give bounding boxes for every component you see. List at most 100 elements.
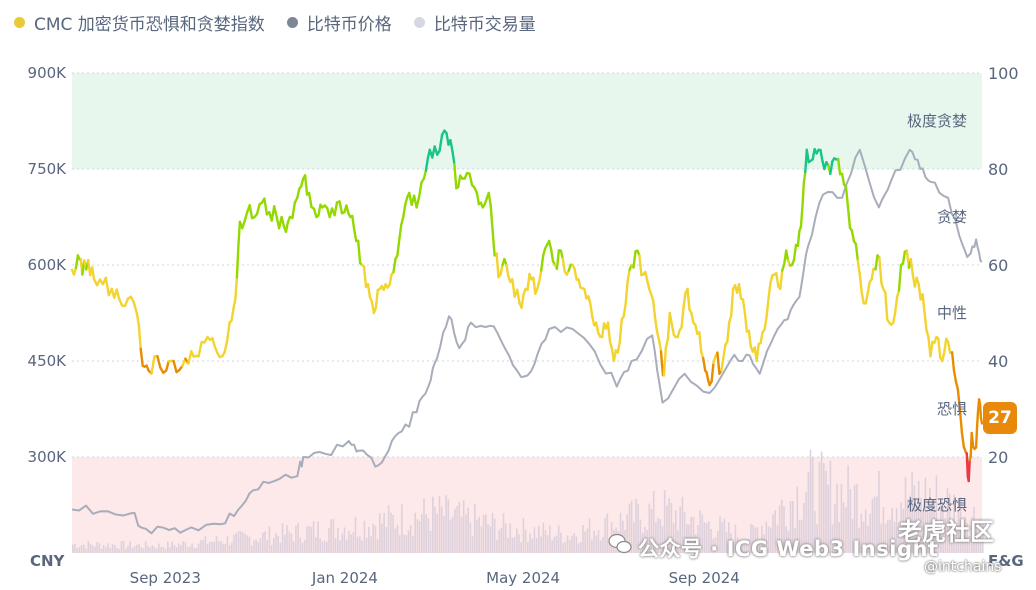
volume-bar-232 (584, 531, 586, 553)
volume-bar-168 (443, 516, 445, 553)
volume-bar-314 (765, 521, 768, 553)
volume-bar-275 (679, 506, 681, 553)
fg-segment-148-2 (978, 402, 983, 420)
volume-bar-176 (460, 516, 463, 553)
volume-bar-398 (951, 521, 953, 553)
volume-bar-46 (173, 545, 176, 553)
fg-segment-102-1 (720, 357, 725, 372)
volume-bar-97 (286, 525, 288, 553)
volume-bar-151 (405, 535, 408, 553)
volume-bar-315 (767, 526, 770, 553)
fg-segment-34-1 (307, 191, 313, 209)
volume-bar-81 (250, 545, 253, 553)
fg-segment-78-1 (583, 287, 588, 300)
fg-segment-82-2 (608, 340, 614, 350)
volume-bar-202 (518, 534, 520, 553)
volume-bar-242 (606, 513, 609, 553)
fg-segment-91-1 (659, 350, 664, 366)
fg-segment-38-2 (338, 200, 344, 215)
volume-bar-368 (884, 523, 887, 553)
volume-bar-45 (171, 541, 173, 553)
volume-bar-318 (774, 510, 776, 553)
fg-segment-82-1 (606, 321, 612, 343)
volume-bar-383 (917, 480, 920, 553)
volume-bar-50 (182, 541, 184, 553)
volume-bar-134 (368, 527, 370, 553)
volume-bar-409 (975, 524, 977, 553)
fg-segment-142-1 (952, 369, 958, 383)
volume-bar-338 (818, 462, 821, 553)
volume-bar-67 (220, 541, 222, 553)
fg-segment-51-1 (415, 196, 421, 209)
volume-bar-210 (535, 537, 538, 553)
legend-item-fg[interactable]: CMC 加密货币恐惧和贪婪指数 (14, 10, 265, 35)
fg-segment-69-2 (532, 276, 537, 295)
fg-segment-124-3 (850, 229, 856, 243)
volume-bar-158 (421, 514, 423, 553)
volume-bar-165 (436, 513, 438, 553)
volume-bar-209 (533, 527, 536, 553)
fg-segment-8-1 (117, 297, 124, 307)
fg-segment-23-1 (234, 276, 239, 300)
volume-bar-281 (692, 517, 695, 553)
volume-bar-321 (781, 499, 783, 553)
fg-segment-62-3 (491, 228, 496, 257)
volume-bar-248 (619, 512, 622, 553)
volume-bar-154 (412, 536, 414, 553)
volume-bar-215 (546, 535, 549, 553)
fg-segment-83-1 (612, 349, 617, 363)
volume-bar-266 (659, 519, 662, 553)
fg-segment-116-2 (802, 170, 807, 185)
fg-segment-79-1 (589, 302, 594, 318)
volume-bar-333 (807, 472, 810, 553)
legend-item-volume[interactable]: 比特币交易量 (413, 10, 536, 35)
left-tick-label-1: 750K (28, 160, 68, 178)
fg-segment-99-2 (705, 371, 710, 382)
volume-bar-76 (239, 531, 242, 553)
volume-bar-105 (303, 539, 306, 553)
volume-bar-355 (856, 483, 858, 553)
fg-segment-30-2 (284, 220, 290, 233)
fg-segment-70-2 (538, 269, 543, 283)
volume-bar-226 (571, 535, 573, 553)
volume-bar-77 (242, 532, 244, 553)
volume-bar-390 (933, 499, 935, 553)
volume-bar-353 (851, 518, 854, 553)
volume-bar-406 (968, 536, 971, 553)
volume-bar-13 (100, 548, 103, 553)
fg-segment-89-3 (651, 299, 657, 319)
fg-segment-19-3 (211, 337, 217, 348)
volume-bar-196 (504, 523, 507, 553)
volume-bar-277 (683, 512, 686, 553)
volume-bar-147 (396, 524, 399, 553)
fg-segment-92-1 (662, 346, 668, 377)
fg-segment-72-2 (549, 247, 555, 263)
volume-bar-256 (637, 503, 639, 553)
watermark-main: 公众号 · ICG Web3 Insight (638, 537, 939, 561)
volume-bar-328 (796, 486, 799, 553)
fg-segment-29-3 (280, 215, 286, 228)
volume-bar-367 (882, 507, 885, 553)
fg-segment-10-2 (137, 323, 142, 350)
volume-bar-71 (228, 545, 231, 553)
fg-segment-21-2 (223, 339, 229, 354)
fg-segment-129-2 (878, 256, 883, 285)
legend-item-price[interactable]: 比特币价格 (286, 10, 392, 35)
volume-bar-345 (834, 504, 836, 553)
volume-bar-408 (973, 507, 975, 553)
volume-bar-191 (493, 518, 496, 553)
fg-segment-40-3 (353, 228, 358, 243)
volume-bar-212 (540, 536, 542, 553)
volume-bar-66 (217, 541, 220, 553)
right-tick-label-1: 80 (988, 160, 1008, 179)
volume-bar-31 (140, 547, 143, 553)
volume-bar-377 (904, 476, 907, 553)
volume-bar-43 (167, 541, 169, 553)
volume-bar-11 (96, 542, 98, 553)
volume-bar-10 (94, 546, 96, 553)
volume-bar-123 (343, 527, 346, 553)
fg-segment-143-2 (960, 431, 965, 448)
volume-bar-231 (582, 524, 584, 553)
volume-bar-339 (820, 451, 823, 553)
